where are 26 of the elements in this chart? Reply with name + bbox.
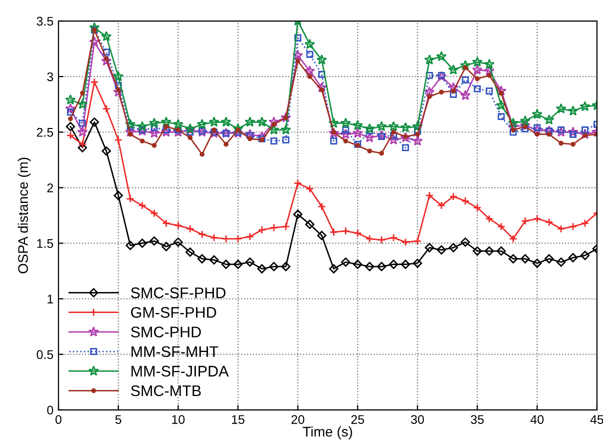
y-tick-label: 1.5 xyxy=(37,239,54,248)
y-tick-label: 1 xyxy=(48,294,54,304)
x-tick-label: 25 xyxy=(351,415,364,424)
x-tick-label: 40 xyxy=(530,415,544,424)
x-tick-label: 35 xyxy=(470,415,484,424)
legend-label: MM-SF-MHT xyxy=(132,346,218,358)
legend-label: SMC-PHD xyxy=(130,326,201,338)
x-tick-label: 0 xyxy=(56,415,62,424)
y-axis-title: OSPA distance (m) xyxy=(18,158,31,274)
x-axis-title: Time (s) xyxy=(302,426,352,440)
legend-label: GM-SF-PHD xyxy=(131,307,216,318)
legend-label: SMC-SF-PHD xyxy=(130,287,226,298)
x-tick-label: 5 xyxy=(115,415,122,424)
y-tick-label: 2 xyxy=(47,183,54,192)
y-tick-label: 3 xyxy=(47,72,54,82)
y-tick-label: 0 xyxy=(47,406,54,415)
x-tick-label: 10 xyxy=(172,415,185,424)
x-tick-label: 45 xyxy=(590,415,603,424)
legend-label: MM-SF-JIPDA xyxy=(132,366,229,377)
y-tick-label: 0.5 xyxy=(36,350,54,359)
x-tick-label: 30 xyxy=(411,415,424,424)
y-tick-label: 2.5 xyxy=(36,128,54,137)
legend-label: SMC-MTB xyxy=(130,385,201,396)
x-tick-label: 20 xyxy=(291,415,304,424)
x-tick-label: 15 xyxy=(232,415,244,424)
y-tick-label: 3.5 xyxy=(36,16,54,26)
